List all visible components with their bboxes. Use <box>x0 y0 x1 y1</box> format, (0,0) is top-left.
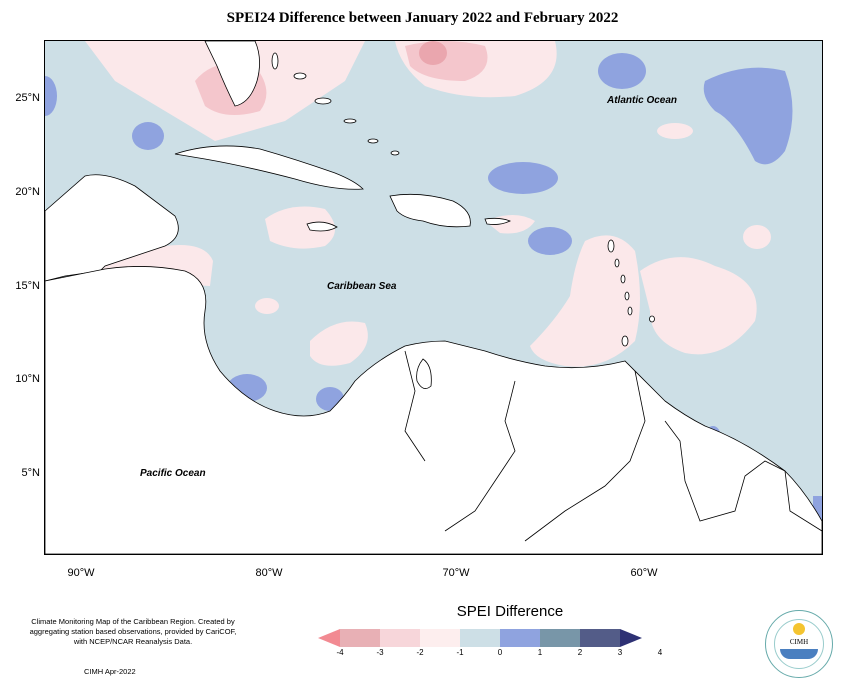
legend-swatch <box>420 629 460 647</box>
legend-swatch <box>460 629 500 647</box>
legend-tick-label: 3 <box>617 648 623 657</box>
lon-label-70w: 70°W <box>442 567 470 579</box>
map-title: SPEI24 Difference between January 2022 a… <box>226 10 619 26</box>
sun-icon <box>793 623 805 635</box>
positive-anomaly-zones <box>45 53 822 526</box>
legend-tick-label: -2 <box>416 648 424 657</box>
legend-colorbar <box>318 629 642 647</box>
lon-label-80w: 80°W <box>255 567 283 579</box>
legend-swatch <box>620 629 642 647</box>
lat-label-15n: 15°N <box>15 280 40 292</box>
spei-map <box>45 41 822 554</box>
logo-ring <box>774 619 824 669</box>
legend-tick-label: 2 <box>577 648 583 657</box>
wave-icon <box>780 649 818 659</box>
lat-label-25n: 25°N <box>15 92 40 104</box>
legend-swatch <box>500 629 540 647</box>
map-frame: Atlantic Ocean Caribbean Sea Pacific Oce… <box>44 40 823 555</box>
caribbean-sea-label: Caribbean Sea <box>327 281 397 292</box>
atlantic-ocean-label: Atlantic Ocean <box>607 95 678 106</box>
legend-tick-label: -3 <box>376 648 384 657</box>
lon-label-60w: 60°W <box>630 567 658 579</box>
credit-footer: CIMH Apr-2022 <box>84 667 136 676</box>
lon-label-90w: 90°W <box>67 567 95 579</box>
legend-swatch <box>580 629 620 647</box>
pacific-ocean-label: Pacific Ocean <box>140 468 206 479</box>
land-masses <box>45 41 822 554</box>
legend-swatch <box>340 629 380 647</box>
lat-label-5n: 5°N <box>21 467 40 479</box>
legend-tick-label: 1 <box>537 648 543 657</box>
legend-tick-label: 0 <box>497 648 503 657</box>
legend-swatch <box>540 629 580 647</box>
legend-title: SPEI Difference <box>456 603 564 620</box>
legend-tick-label: -1 <box>456 648 464 657</box>
legend-swatch <box>380 629 420 647</box>
lat-label-10n: 10°N <box>15 373 40 385</box>
legend-tick-label: -4 <box>336 648 344 657</box>
cimh-logo: CIMH <box>765 610 833 678</box>
legend-swatch <box>318 629 340 647</box>
legend-tick-label: 4 <box>657 648 663 657</box>
credit-text: Climate Monitoring Map of the Caribbean … <box>29 617 237 646</box>
logo-label: CIMH <box>789 638 809 646</box>
lat-label-20n: 20°N <box>15 186 40 198</box>
